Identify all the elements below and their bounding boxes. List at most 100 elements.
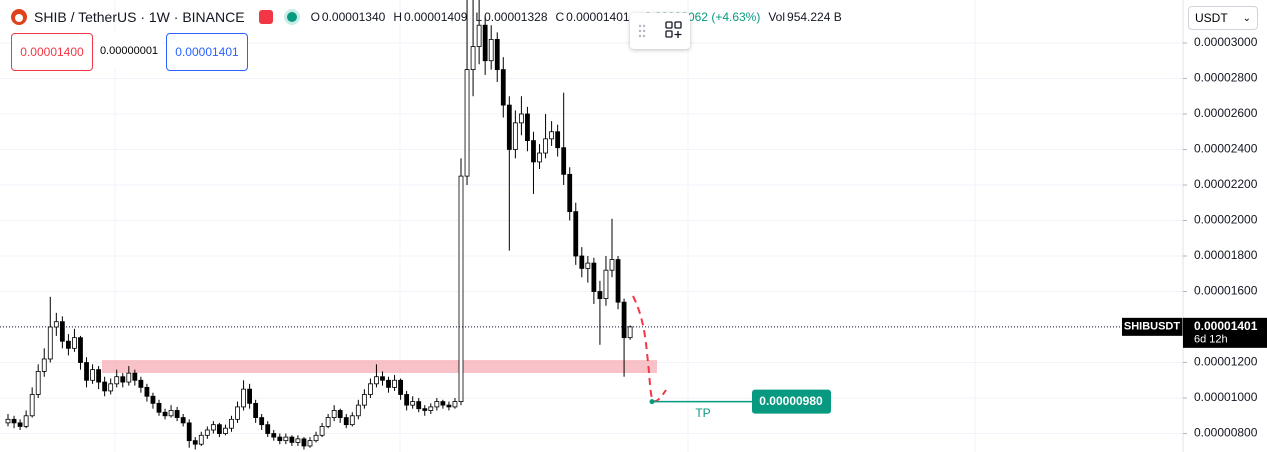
ohlc-close: C 0.00001401 — [555, 10, 630, 24]
candle-body — [11, 418, 17, 424]
candle-body — [283, 436, 289, 442]
candle-body — [470, 46, 476, 70]
y-tick-label: 0.00002800 — [1194, 71, 1258, 85]
candle-body — [452, 401, 458, 408]
candle-body — [374, 376, 379, 385]
sell-button[interactable]: 0.00001400 — [11, 33, 93, 71]
candle-body — [174, 410, 180, 418]
flag-icon[interactable] — [258, 10, 273, 24]
candle-body — [90, 369, 95, 381]
candle-body — [198, 434, 204, 445]
candle-body — [120, 376, 126, 383]
candle-body — [410, 401, 416, 406]
candle-body — [458, 175, 464, 402]
candle-body — [543, 138, 548, 154]
candle-body — [482, 24, 488, 62]
candle-body — [126, 372, 132, 383]
candle-body — [66, 340, 71, 349]
candle-body — [247, 388, 253, 404]
candle-body — [35, 370, 41, 395]
candle-body — [253, 402, 259, 418]
candle-body — [422, 408, 428, 411]
candle-body — [531, 140, 536, 163]
y-tick-label: 0.00002600 — [1194, 106, 1258, 120]
candle-body — [627, 326, 633, 339]
candle-body — [223, 427, 228, 434]
candle-body — [289, 436, 295, 443]
candle-body — [78, 337, 83, 363]
candle-body — [210, 424, 216, 431]
volume: Vol 954.224 B — [768, 10, 842, 24]
candle-body — [5, 418, 11, 424]
candle-body — [17, 422, 23, 427]
candle-body — [525, 113, 530, 142]
ohlc-open: O 0.00001340 — [310, 10, 386, 24]
candle-body — [192, 440, 198, 445]
candle-body — [229, 418, 234, 429]
candle-body — [591, 262, 597, 292]
candle-body — [204, 429, 210, 436]
candle-body — [102, 381, 108, 392]
candle-body — [476, 24, 482, 47]
candle-body — [114, 376, 120, 385]
candle-body — [392, 379, 397, 388]
candle-body — [265, 424, 271, 434]
candle-body — [325, 417, 331, 427]
y-tick-label: 0.00000800 — [1194, 426, 1258, 440]
candle-body — [235, 406, 240, 420]
candle-body — [277, 436, 283, 442]
candle-body — [23, 415, 29, 427]
candle-body — [108, 383, 114, 392]
candle-body — [156, 402, 162, 413]
target-tag-bg — [752, 389, 831, 414]
candle-body — [216, 424, 222, 434]
candle-body — [331, 410, 337, 418]
candle-body — [72, 337, 77, 349]
candle-body — [573, 211, 579, 257]
currency-select[interactable]: USDT ⌄ — [1188, 6, 1258, 30]
buy-button[interactable]: 0.00001401 — [166, 33, 248, 71]
candle-body — [259, 417, 265, 426]
ohlc-high: H 0.00001409 — [393, 10, 468, 24]
candle-body — [597, 291, 603, 300]
candle-body — [386, 379, 391, 388]
candle-body — [567, 173, 573, 213]
candle-body — [615, 259, 621, 303]
candle-body — [271, 433, 277, 438]
ohlc-low: L 0.00001328 — [475, 10, 548, 24]
candle-body — [319, 426, 325, 436]
candle-body — [585, 262, 591, 269]
candle-body — [500, 69, 506, 106]
candle-body — [537, 152, 542, 163]
candle-body — [96, 369, 101, 383]
floating-toolbar[interactable] — [630, 13, 690, 49]
candle-body — [241, 388, 246, 408]
candle-body — [416, 401, 422, 410]
candle-body — [59, 321, 65, 342]
candle-body — [603, 269, 609, 300]
countdown: 6d 12h — [1194, 334, 1228, 346]
candle-body — [84, 362, 89, 381]
projection-path — [632, 295, 667, 403]
toolbar-icons — [638, 21, 682, 38]
candle-body — [307, 440, 313, 447]
candle-body — [144, 386, 150, 397]
candle-body — [428, 406, 434, 411]
candle-body — [295, 438, 301, 443]
candle-body — [488, 39, 494, 62]
candle-body — [168, 410, 174, 417]
candle-body — [337, 410, 343, 418]
candle-body — [355, 404, 361, 417]
candle-body — [162, 411, 168, 417]
candle-body — [561, 147, 567, 175]
candle-body — [621, 301, 627, 339]
candle-body — [555, 131, 561, 149]
symbol-tag: SHIBUSDT — [1124, 321, 1181, 333]
candle-body — [180, 417, 186, 424]
legend-header: SHIB / TetherUS · 1W · BINANCE O 0.000013… — [10, 8, 846, 26]
candle-body — [549, 131, 554, 140]
price-tag-bg — [1183, 317, 1267, 348]
candle-body — [349, 415, 355, 426]
